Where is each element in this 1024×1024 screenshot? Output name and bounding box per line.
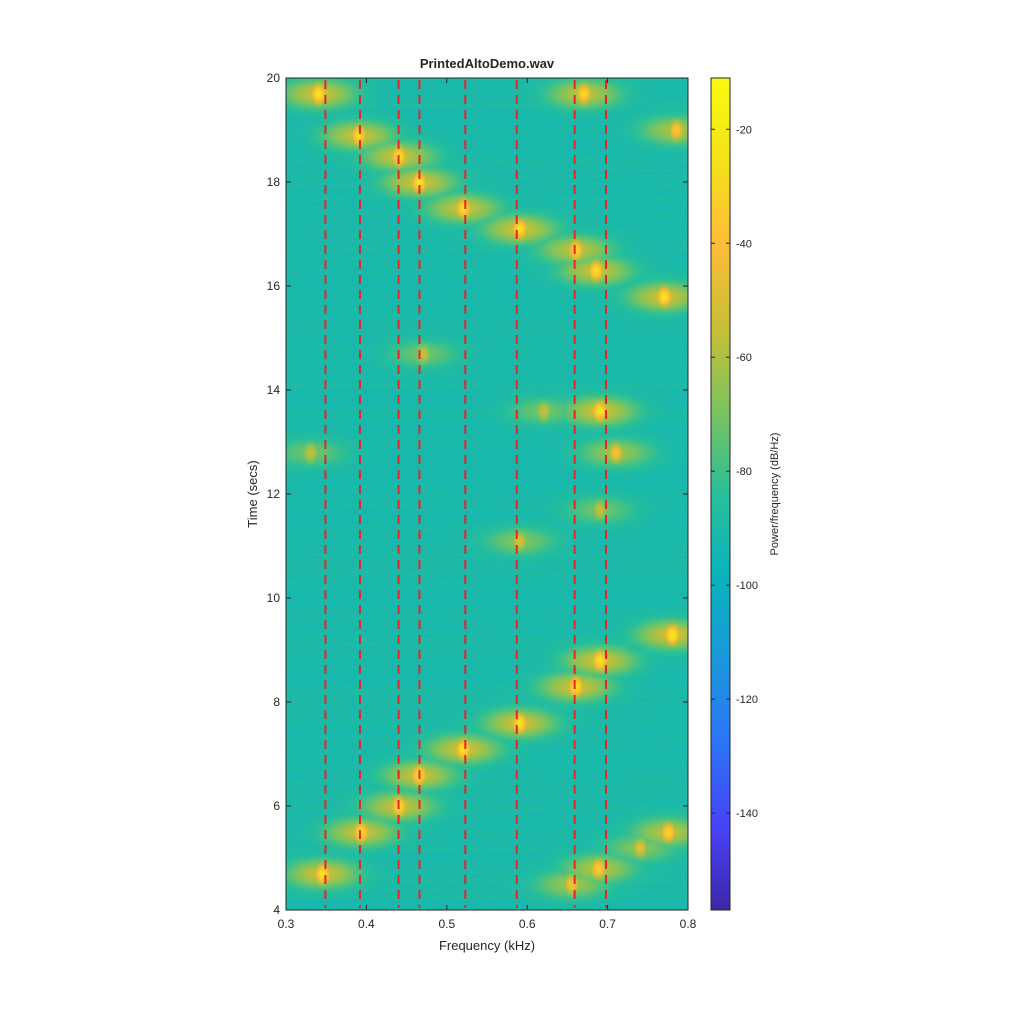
y-axis: 4 6 8 10 12 14 16 18 20 — [267, 71, 688, 917]
y-tick-label: 20 — [267, 71, 281, 85]
colorbar-tick-label: -40 — [736, 238, 752, 250]
y-tick-label: 4 — [273, 903, 280, 917]
x-tick-label: 0.3 — [278, 917, 295, 931]
x-axis: 0.3 0.4 0.5 0.6 0.7 0.8 — [278, 78, 697, 931]
colorbar-tick-label: -120 — [736, 694, 758, 706]
colorbar-tick-label: -60 — [736, 352, 752, 364]
colorbar-tick-label: -20 — [736, 124, 752, 136]
colorbar-gradient — [711, 78, 730, 910]
colorbar-tick-label: -100 — [736, 580, 758, 592]
plot-area — [285, 77, 689, 911]
x-tick-label: 0.8 — [680, 917, 697, 931]
y-tick-label: 8 — [273, 695, 280, 709]
y-axis-label: Time (secs) — [245, 460, 260, 527]
colorbar: -20 -40 -60 -80 -100 -120 -140 Power/frequency… — [710, 77, 781, 911]
colorbar-tick-label: -80 — [736, 466, 752, 478]
y-tick-label: 6 — [273, 799, 280, 813]
colorbar-label: Power/frequency (dB/Hz) — [769, 433, 781, 556]
x-tick-label: 0.5 — [438, 917, 455, 931]
x-tick-label: 0.6 — [519, 917, 536, 931]
x-axis-label: Frequency (kHz) — [439, 938, 535, 953]
y-tick-label: 18 — [267, 175, 281, 189]
reference-lines — [324, 80, 607, 908]
x-tick-label: 0.4 — [358, 917, 375, 931]
y-tick-label: 16 — [267, 279, 281, 293]
spectrogram-heatmap — [286, 78, 688, 910]
colorbar-tick-label: -140 — [736, 808, 758, 820]
chart-title: PrintedAltoDemo.wav — [420, 56, 555, 71]
y-tick-label: 10 — [267, 591, 281, 605]
x-tick-label: 0.7 — [599, 917, 616, 931]
colorbar-frame — [710, 77, 731, 911]
colorbar-ticks: -20 -40 -60 -80 -100 -120 -140 — [711, 124, 758, 820]
y-tick-label: 14 — [267, 383, 281, 397]
y-tick-label: 12 — [267, 487, 281, 501]
